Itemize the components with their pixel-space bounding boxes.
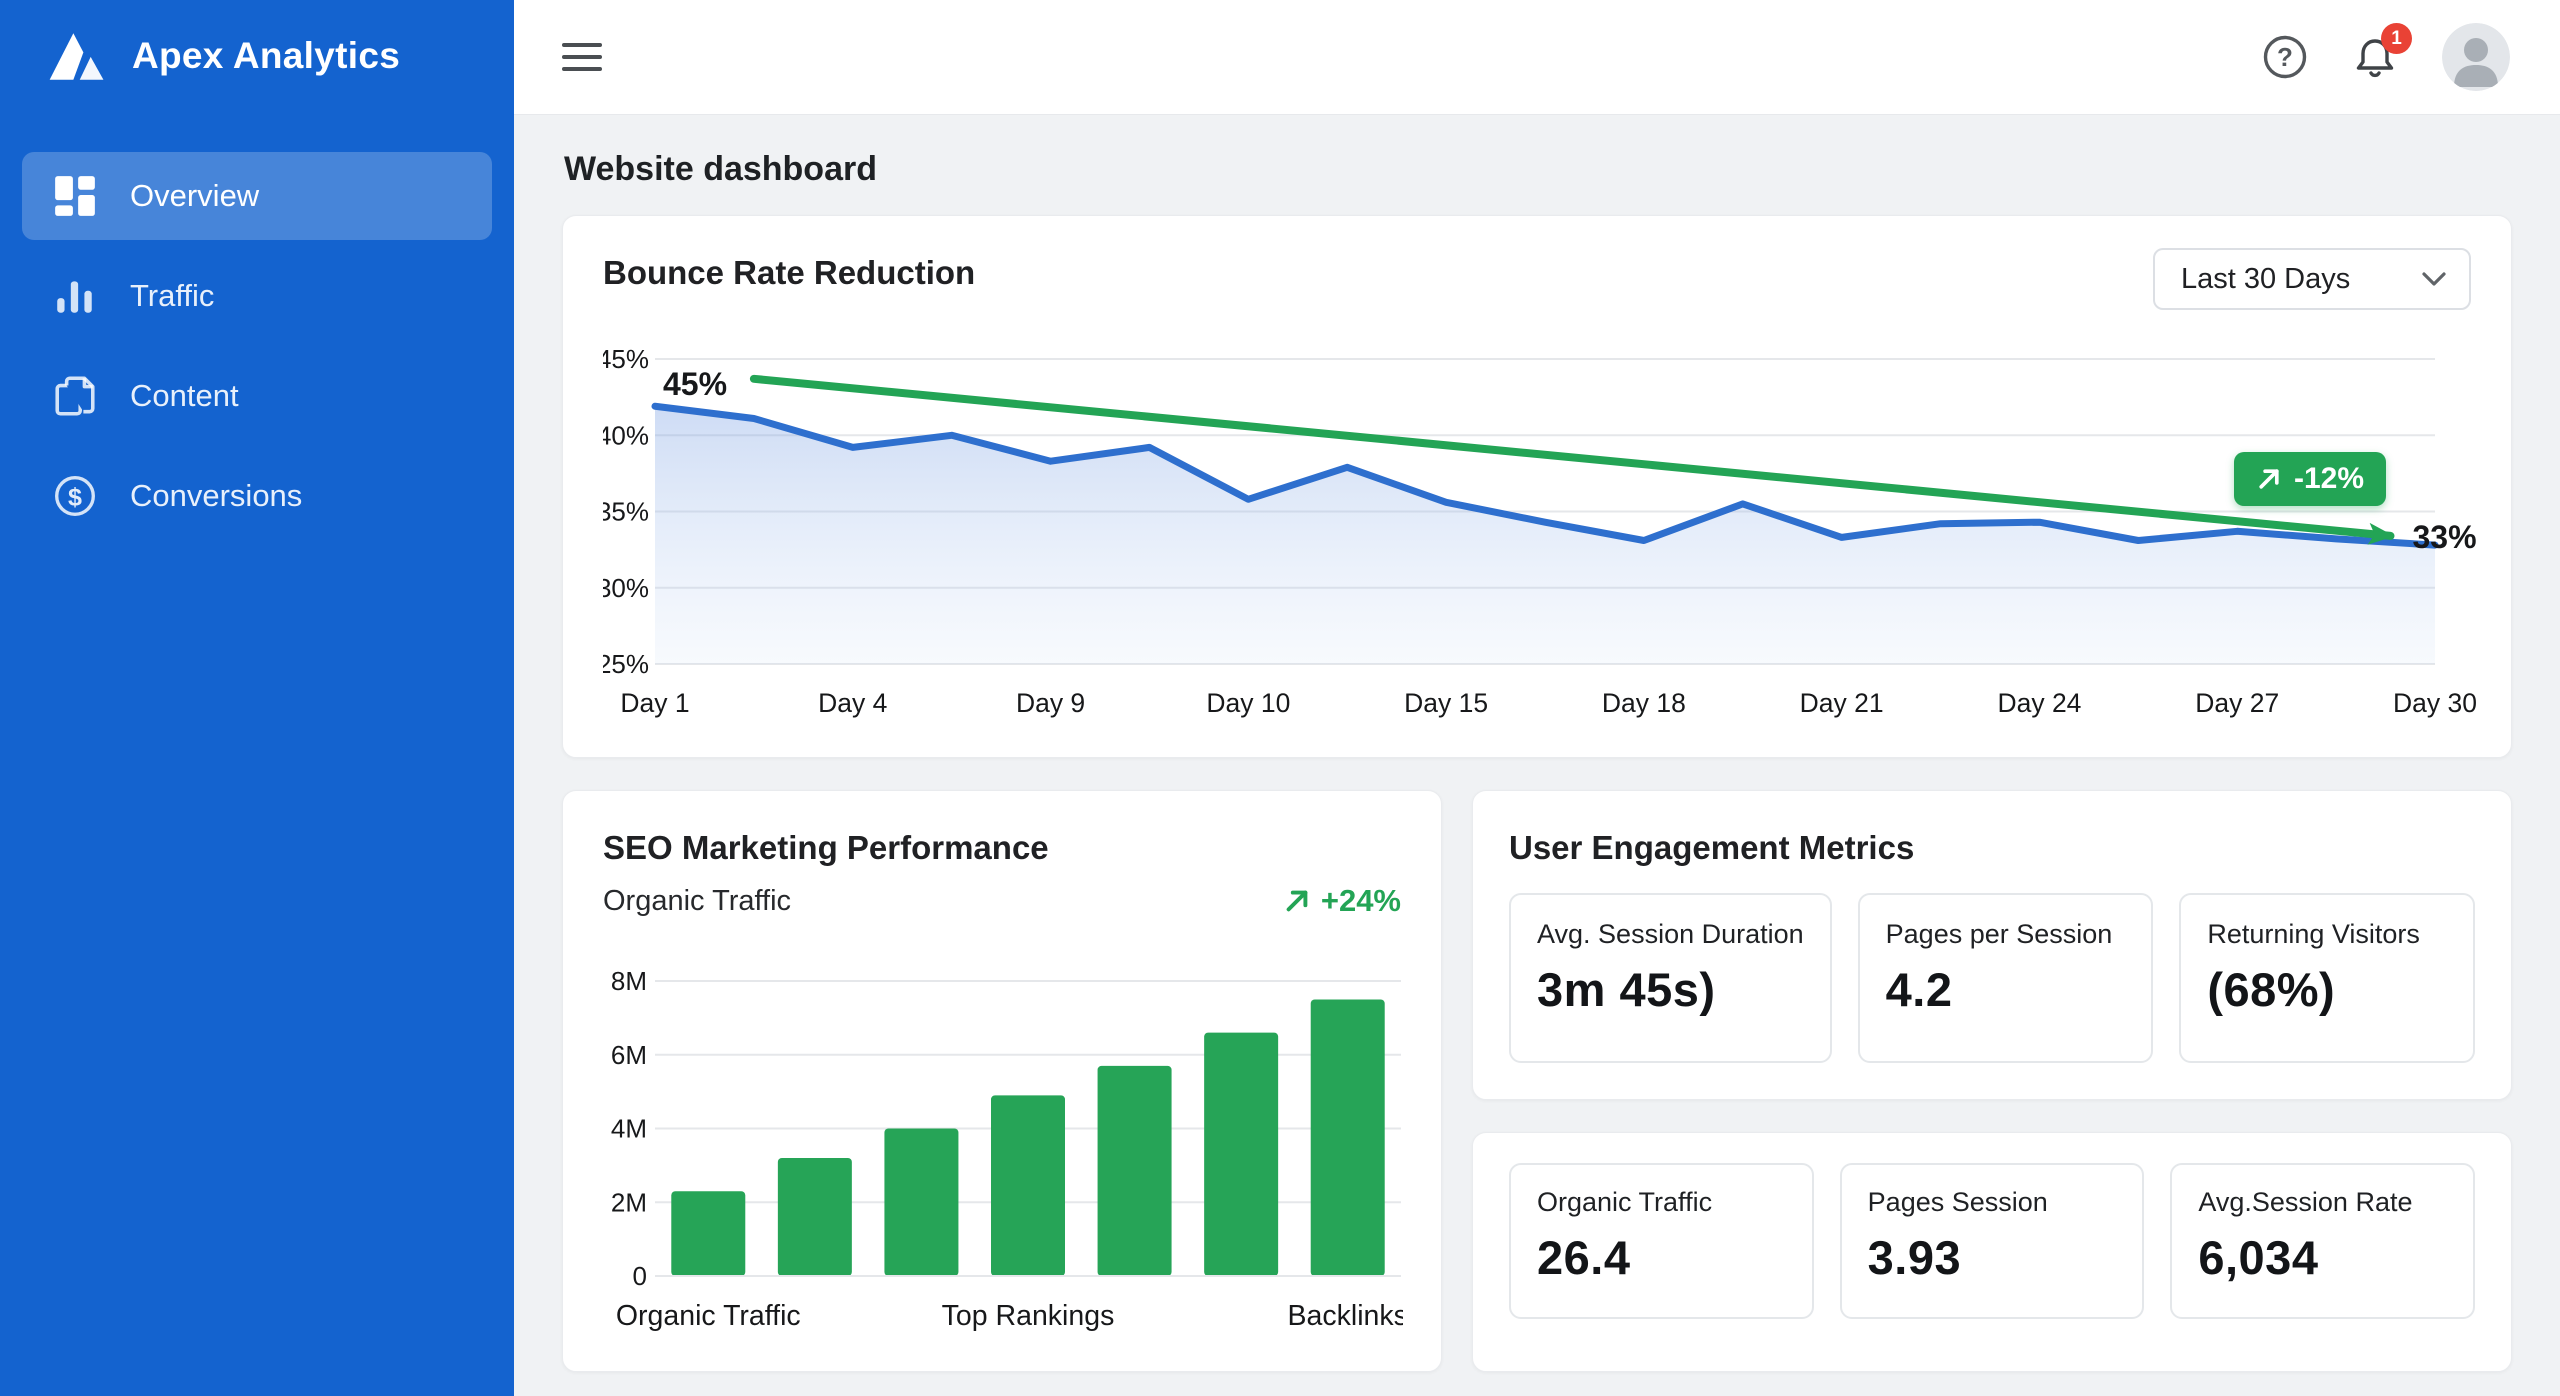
svg-text:$: $ (68, 483, 82, 511)
trend-change-value: -12% (2293, 462, 2365, 495)
stat-label: Avg. Session Duration (1537, 919, 1804, 949)
sidebar-nav: Overview Traffic Content (0, 152, 514, 540)
svg-text:Day 27: Day 27 (2195, 688, 2279, 718)
svg-text:Day 9: Day 9 (1016, 688, 1085, 718)
svg-text:Day 18: Day 18 (1602, 688, 1686, 718)
svg-text:45%: 45% (663, 366, 727, 402)
svg-text:?: ? (2277, 42, 2293, 72)
stat-tile-pages-per-session: Pages per Session 4.2 (1857, 893, 2154, 1063)
sidebar-item-conversions[interactable]: $ Conversions (22, 452, 492, 540)
svg-text:4M: 4M (611, 1114, 647, 1144)
svg-text:40%: 40% (603, 420, 649, 450)
arrow-up-right-icon (1286, 890, 1308, 912)
svg-text:Day 10: Day 10 (1206, 688, 1290, 718)
seo-performance-card: SEO Marketing Performance Organic Traffi… (562, 790, 1442, 1372)
menu-icon[interactable] (562, 43, 602, 71)
stat-value: 6,034 (2198, 1231, 2319, 1284)
svg-text:35%: 35% (603, 497, 649, 527)
seo-bar-chart: 8M 6M 4M 2M 0 Organic Traffic Top Rankings Back… (611, 966, 1403, 1332)
stat-tile-organic-traffic: Organic Traffic 26.4 (1509, 1163, 1814, 1319)
engagement-card-title: User Engagement Metrics (1509, 829, 1915, 866)
chevron-down-icon (2422, 272, 2446, 286)
notification-badge: 1 (2381, 23, 2412, 54)
bar-chart-icon (57, 281, 92, 313)
svg-text:6M: 6M (611, 1040, 647, 1070)
engagement-metrics-card: User Engagement Metrics Avg. Session Dur… (1472, 790, 2512, 1100)
stat-value: 4.2 (1885, 963, 1953, 1016)
svg-text:Organic Traffic: Organic Traffic (616, 1300, 801, 1332)
pages-icon (55, 376, 95, 416)
notifications-button[interactable]: 1 (2352, 23, 2412, 79)
svg-text:45%: 45% (603, 344, 649, 374)
app-name: Apex Analytics (132, 35, 401, 76)
svg-text:Day 15: Day 15 (1404, 688, 1488, 718)
stat-value: 3m 45s) (1537, 963, 1716, 1016)
seo-change-value: +24% (1320, 883, 1401, 918)
sidebar-item-overview[interactable]: Overview (22, 152, 492, 240)
seo-change-indicator: +24% (1283, 883, 1401, 919)
stat-label: Pages Session (1867, 1187, 2048, 1217)
avatar[interactable] (2442, 23, 2510, 91)
dollar-circle-icon: $ (55, 476, 95, 516)
svg-text:Backlinks: Backlinks (1288, 1300, 1403, 1332)
help-icon: ? (2263, 35, 2307, 79)
sidebar-item-label: Conversions (130, 478, 303, 513)
svg-text:Day 21: Day 21 (1800, 688, 1884, 718)
user-icon (2442, 23, 2510, 91)
svg-text:0: 0 (633, 1261, 647, 1291)
stat-label: Avg.Session Rate (2198, 1187, 2413, 1217)
stat-value: (68%) (2207, 963, 2336, 1016)
summary-stats-card: Organic Traffic 26.4 Pages Session 3.93 … (1472, 1132, 2512, 1372)
svg-text:Day 30: Day 30 (2393, 688, 2477, 718)
svg-text:30%: 30% (603, 573, 649, 603)
arrow-up-right-icon (2259, 469, 2279, 489)
stat-value: 26.4 (1537, 1231, 1631, 1284)
bounce-chart-area: 45% 40% 35% 30% 25% Day 1 Day 4 Day 9 Day 10 Day … (603, 334, 2477, 734)
seo-card-title: SEO Marketing Performance (603, 829, 1049, 866)
sidebar-item-label: Traffic (130, 278, 215, 313)
svg-text:Day 4: Day 4 (818, 688, 887, 718)
apex-logo-icon (49, 33, 104, 80)
svg-text:Top Rankings: Top Rankings (942, 1300, 1115, 1332)
topbar-actions: ? 1 (2262, 23, 2510, 91)
stat-label: Pages per Session (1885, 919, 2113, 949)
stat-tile-avg-session-rate: Avg.Session Rate 6,034 (2170, 1163, 2476, 1319)
svg-text:25%: 25% (603, 649, 649, 679)
sidebar-item-label: Overview (130, 178, 260, 213)
sidebar-item-content[interactable]: Content (22, 352, 492, 440)
trend-change-badge: -12% (2234, 452, 2386, 506)
svg-text:Day 24: Day 24 (1997, 688, 2081, 718)
bounce-card-title: Bounce Rate Reduction (603, 254, 976, 291)
topbar: ? 1 (514, 0, 2560, 115)
svg-text:Day 1: Day 1 (620, 688, 689, 718)
svg-text:33%: 33% (2413, 519, 2477, 555)
sidebar: Apex Analytics Overview Traffic (0, 0, 514, 1396)
stat-tile-pages-session: Pages Session 3.93 (1839, 1163, 2145, 1319)
dashboard-icon (55, 176, 95, 216)
stat-value: 3.93 (1867, 1231, 1962, 1284)
svg-text:2M: 2M (611, 1187, 647, 1217)
bounce-rate-card: Bounce Rate Reduction Last 30 Days 45% 40… (562, 215, 2512, 758)
stat-tile-session-duration: Avg. Session Duration 3m 45s) (1509, 893, 1832, 1063)
date-range-dropdown[interactable]: Last 30 Days (2153, 248, 2471, 310)
help-button[interactable]: ? (2262, 34, 2308, 80)
svg-text:8M: 8M (611, 966, 647, 996)
main-content: Website dashboard Bounce Rate Reduction … (514, 116, 2560, 1396)
stat-label: Organic Traffic (1537, 1187, 1713, 1217)
sidebar-item-traffic[interactable]: Traffic (22, 252, 492, 340)
seo-card-subtitle: Organic Traffic (603, 884, 792, 917)
bounce-line-chart: 45% 40% 35% 30% 25% Day 1 Day 4 Day 9 Day 10 Day … (603, 344, 2477, 718)
stat-tile-returning-visitors: Returning Visitors (68%) (2179, 893, 2475, 1063)
page-title: Website dashboard (564, 150, 877, 188)
brand: Apex Analytics (0, 0, 514, 84)
stat-label: Returning Visitors (2207, 919, 2420, 949)
date-range-value: Last 30 Days (2181, 262, 2351, 295)
sidebar-item-label: Content (130, 378, 239, 413)
